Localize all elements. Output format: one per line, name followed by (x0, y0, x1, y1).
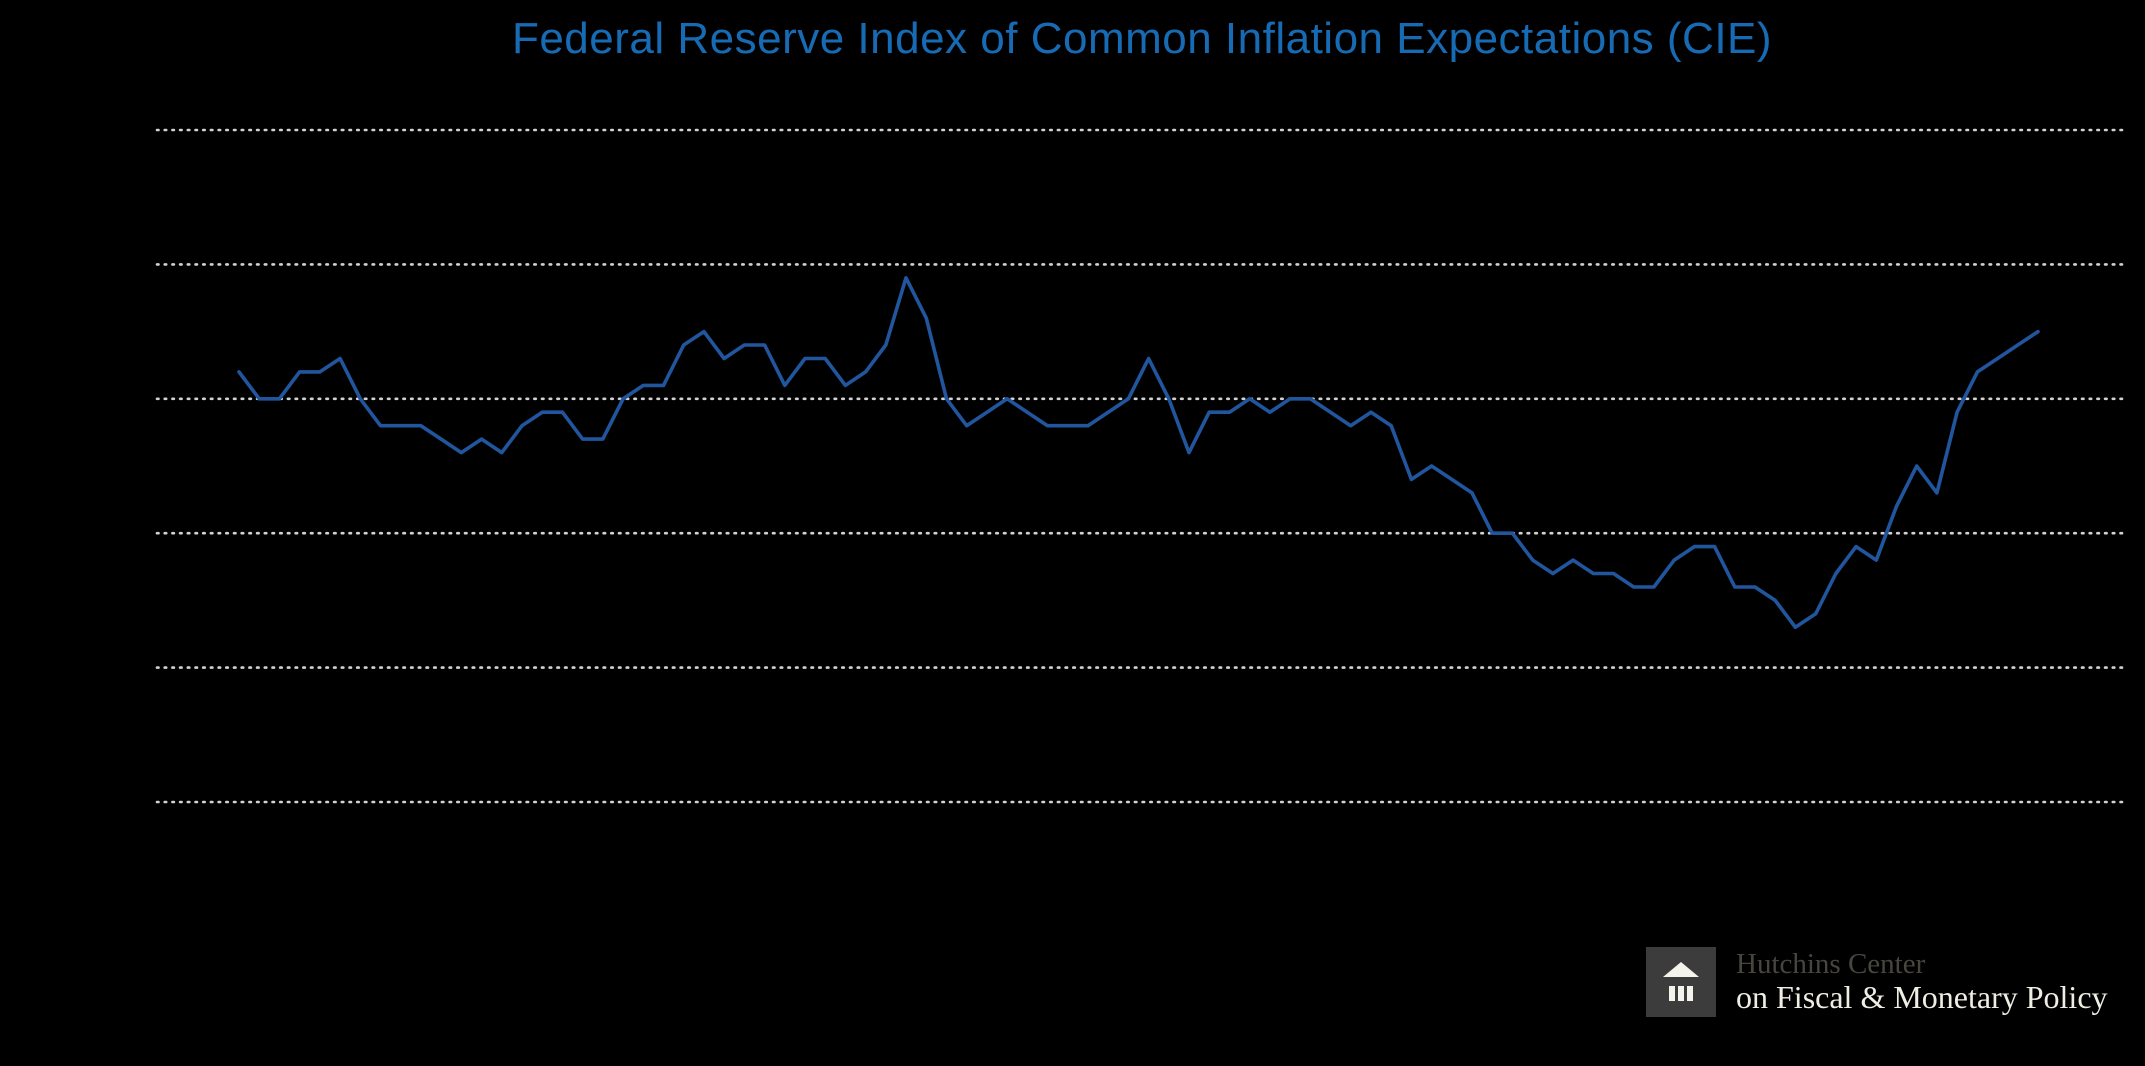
cie-series-line (237, 276, 2040, 630)
building-columns-icon (1646, 947, 1716, 1017)
hutchins-center-logo: Hutchins Center on Fiscal & Monetary Pol… (1646, 947, 2108, 1017)
logo-org-name: Hutchins Center (1736, 947, 1926, 980)
logo-tagline: on Fiscal & Monetary Policy (1736, 979, 2108, 1016)
chart-title: Federal Reserve Index of Common Inflatio… (511, 14, 1773, 63)
logo-text: Hutchins Center on Fiscal & Monetary Pol… (1736, 948, 2108, 1016)
